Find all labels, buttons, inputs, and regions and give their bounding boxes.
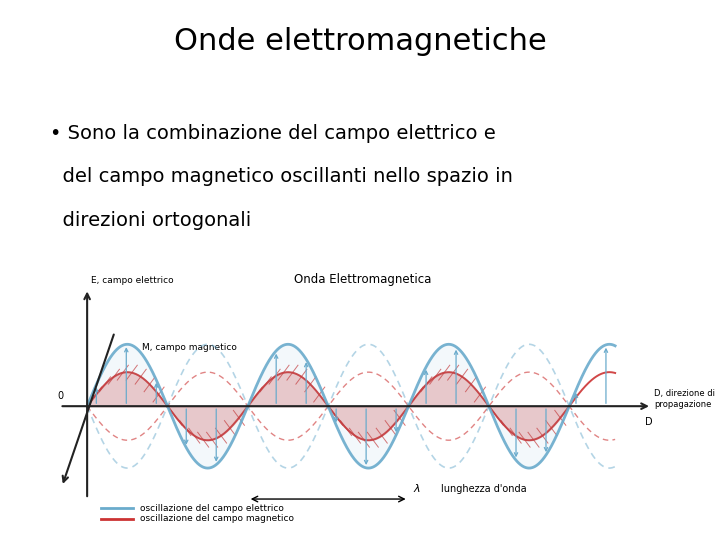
Text: • Sono la combinazione del campo elettrico e: • Sono la combinazione del campo elettri… xyxy=(50,124,496,143)
Text: D, direzione di
propagazione: D, direzione di propagazione xyxy=(654,389,715,409)
Text: 0: 0 xyxy=(58,392,63,401)
Text: direzioni ortogonali: direzioni ortogonali xyxy=(50,211,252,229)
Text: oscillazione del campo magnetico: oscillazione del campo magnetico xyxy=(140,514,294,523)
Text: del campo magnetico oscillanti nello spazio in: del campo magnetico oscillanti nello spa… xyxy=(50,167,513,186)
Text: oscillazione del campo elettrico: oscillazione del campo elettrico xyxy=(140,504,284,513)
Text: Onda Elettromagnetica: Onda Elettromagnetica xyxy=(294,273,431,286)
Text: M, campo magnetico: M, campo magnetico xyxy=(143,343,237,352)
Text: lunghezza d'onda: lunghezza d'onda xyxy=(441,484,526,494)
Text: $\lambda$: $\lambda$ xyxy=(413,482,421,494)
Text: Onde elettromagnetiche: Onde elettromagnetiche xyxy=(174,27,546,56)
Text: E, campo elettrico: E, campo elettrico xyxy=(91,276,174,286)
Text: D: D xyxy=(645,417,652,427)
